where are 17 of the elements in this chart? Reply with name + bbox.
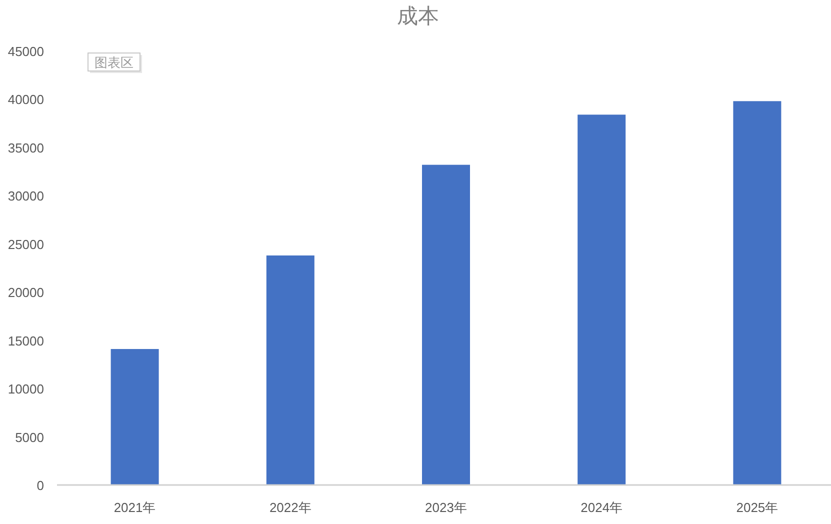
x-tick-label: 2022年: [269, 500, 312, 515]
y-tick-label: 10000: [8, 382, 44, 397]
y-tick-label: 30000: [8, 188, 44, 204]
x-tick-label: 2021年: [114, 500, 156, 515]
annotation: 图表区: [94, 55, 134, 70]
y-tick-label: 0: [36, 478, 44, 493]
y-tick-label: 45000: [8, 44, 44, 59]
y-tick-label: 25000: [8, 236, 44, 252]
y-tick-label: 40000: [8, 92, 44, 108]
y-tick-label: 5000: [15, 430, 44, 445]
x-tick-label: 2025年: [736, 500, 778, 515]
y-tick-label: 20000: [8, 285, 44, 300]
title: 成本: [397, 5, 439, 28]
y-tick-label: 15000: [8, 333, 44, 348]
x-tick-label: 2023年: [425, 500, 467, 515]
y-tick-label: 35000: [8, 140, 44, 156]
x-tick-label: 2024年: [580, 500, 623, 515]
